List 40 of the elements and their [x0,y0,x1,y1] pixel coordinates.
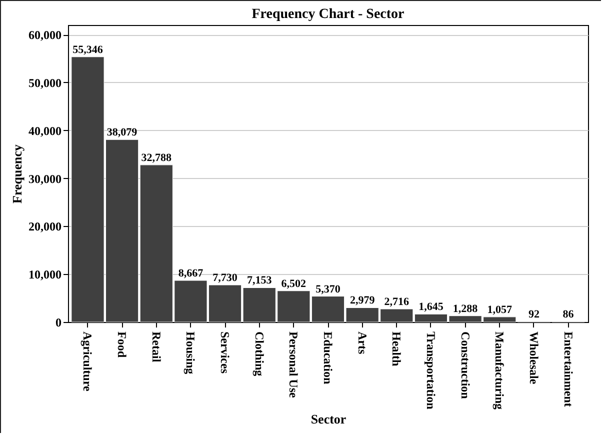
y-tick-label: 60,000 [28,28,62,42]
y-tick-label: 10,000 [28,268,62,282]
chart-title: Frequency Chart - Sector [252,7,404,22]
y-tick-label: 0 [56,316,62,330]
data-label: 1,057 [487,304,512,316]
x-tick-label: Personal Use [286,332,301,398]
y-tick-label: 20,000 [28,220,62,234]
y-tick-label: 50,000 [28,76,62,90]
data-label: 92 [528,308,540,321]
x-tick-label: Transportation [424,332,438,410]
x-tick-label: Food [115,332,130,358]
data-label: 7,730 [212,272,238,284]
data-label: 86 [562,308,574,321]
x-tick-label: Clothing [252,332,266,376]
x-tick-label: Housing [184,332,198,374]
x-axis-title: Sector [310,412,346,426]
data-label: 1,288 [452,302,478,315]
x-tick-label: Construction [458,332,472,400]
data-label: 38,079 [106,126,138,139]
x-tick-label: Manufacturing [492,332,507,410]
data-label: 32,788 [141,152,172,164]
data-label: 8,667 [178,267,204,280]
y-tick-label: 30,000 [28,172,62,186]
x-tick-label: Entertainment [561,332,576,407]
x-tick-label: Agriculture [80,332,95,392]
data-label: 1,645 [418,301,444,314]
x-tick-label: Wholesale [526,332,541,385]
x-tick-label: Education [321,332,335,385]
data-label: 55,346 [72,44,104,56]
data-label: 6,502 [281,278,307,290]
data-label: 2,979 [350,294,376,307]
data-label: 7,153 [246,274,272,287]
y-axis-title: Frequency [10,144,24,204]
data-label: 5,370 [316,283,341,296]
y-tick-label: 40,000 [28,124,62,138]
data-label: 2,716 [384,296,410,308]
x-tick-label: Services [218,332,232,374]
x-tick-label: Health [390,332,404,366]
x-tick-label: Arts [355,332,370,354]
x-tick-label: Retail [149,332,164,363]
